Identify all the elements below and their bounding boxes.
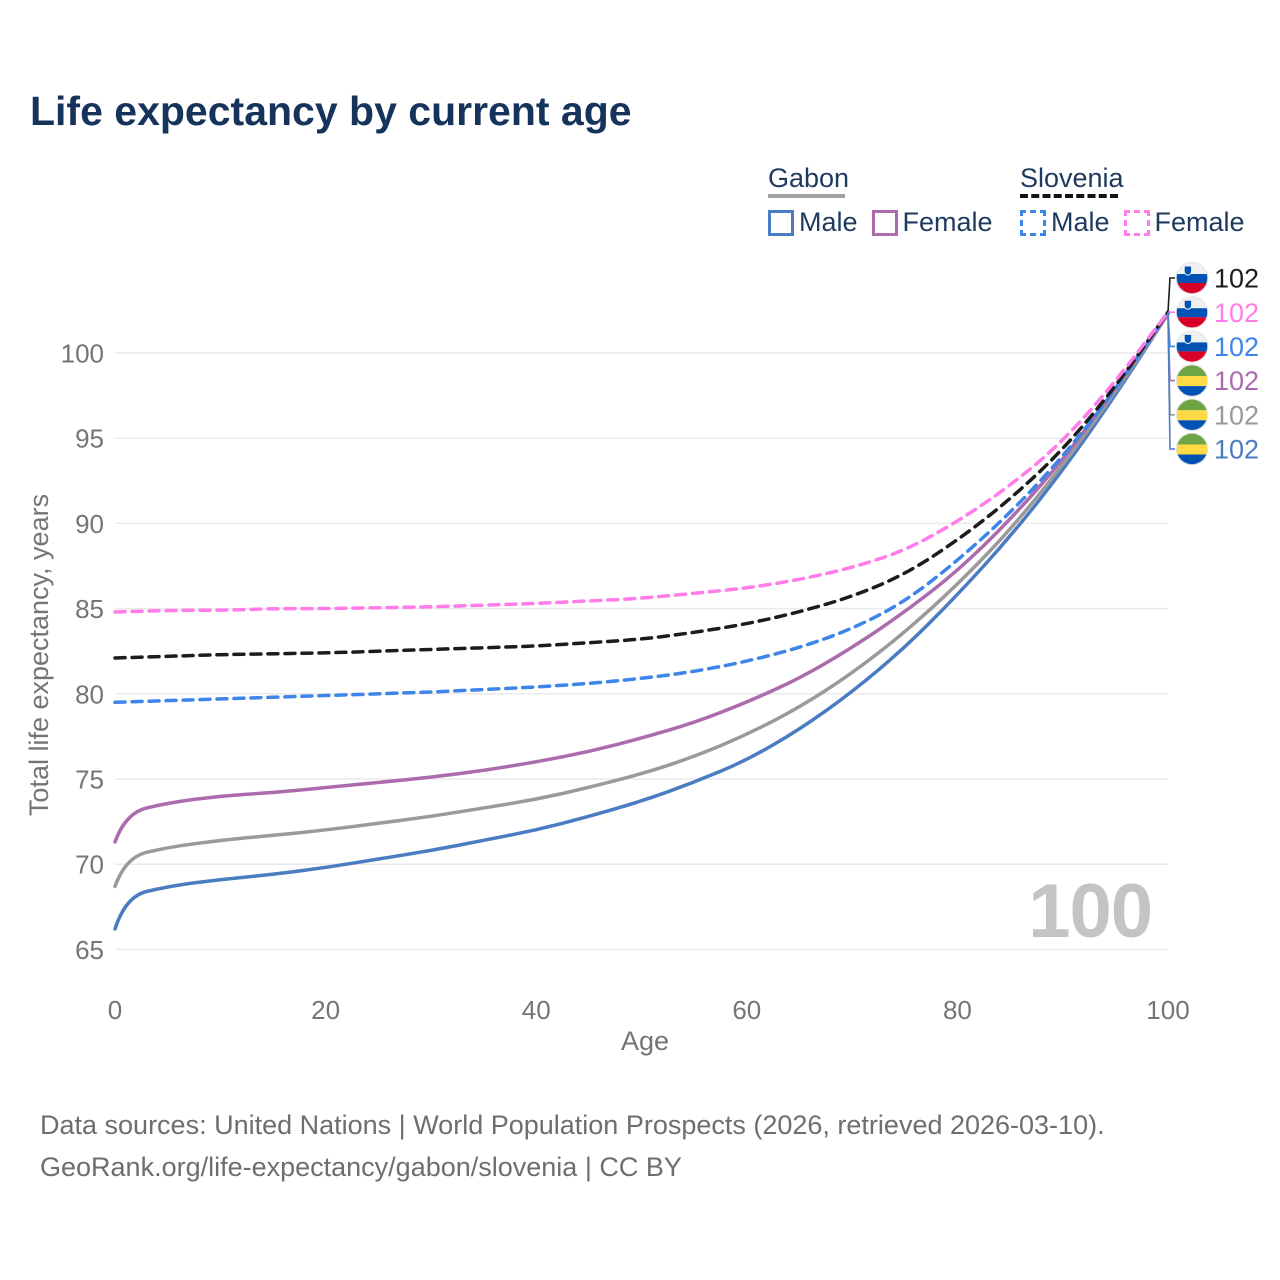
flag-gabon-icon [1175, 432, 1209, 466]
y-axis-title: Total life expectancy, years [24, 494, 54, 816]
legend-label-gabon-female: Female [902, 207, 993, 237]
footer-sources-line: Data sources: United Nations | World Pop… [40, 1110, 1105, 1140]
flag-slovenia-icon [1175, 296, 1209, 329]
x-tick-label: 20 [311, 995, 340, 1025]
legend-item-gabon-female[interactable]: Female [871, 207, 993, 238]
series-lines [113, 310, 1170, 931]
x-tick-label: 100 [1146, 995, 1189, 1025]
flag-gabon-icon [1175, 364, 1209, 397]
x-axis-title: Age [621, 1026, 669, 1056]
x-tick-label: 60 [732, 995, 761, 1025]
gabon-male-swatch-icon [768, 209, 794, 236]
legend-group-gabon: Gabon Male Female [768, 163, 993, 238]
y-tick-label: 100 [61, 339, 104, 369]
gridlines [115, 352, 1168, 951]
legend-label-gabon-male: Male [799, 207, 858, 237]
end-label-connectors [1167, 277, 1175, 450]
footer: Data sources: United Nations | World Pop… [40, 1104, 1105, 1188]
slovenia-female-swatch-icon [1123, 209, 1150, 236]
y-tick-label: 70 [75, 850, 104, 880]
end-value-label: 102 [1214, 264, 1259, 294]
legend-title-slovenia: Slovenia [1020, 163, 1124, 193]
y-tick-label: 90 [75, 509, 104, 539]
flag-slovenia-icon [1175, 330, 1209, 363]
series-line-gabon_female[interactable] [113, 312, 1170, 844]
series-line-slovenia_male[interactable] [113, 310, 1170, 705]
y-tick-label: 80 [75, 679, 104, 709]
legend-label-slovenia-male: Male [1051, 207, 1110, 237]
x-tick-label: 0 [108, 995, 122, 1025]
legend-group-slovenia: Slovenia Male Female [1020, 163, 1245, 238]
series-line-gabon_total[interactable] [113, 312, 1170, 889]
legend-item-slovenia-female[interactable]: Female [1123, 207, 1245, 238]
legend-label-slovenia-female: Female [1154, 207, 1245, 237]
legend-title-gabon: Gabon [768, 163, 850, 193]
y-tick-label: 85 [75, 594, 104, 624]
gabon-female-swatch-icon [871, 209, 898, 236]
x-tick-label: 40 [522, 995, 551, 1025]
end-value-label: 102 [1214, 298, 1259, 328]
axis-tick-labels: 65 70 75 80 85 90 95 100 0 20 40 60 80 100 [61, 339, 1190, 1026]
gabon-line-style-sample [768, 194, 845, 198]
slovenia-male-swatch-icon [1020, 209, 1046, 236]
series-line-gabon_male[interactable] [113, 312, 1170, 931]
connector-line [1167, 313, 1175, 450]
end-label-flags [1175, 261, 1209, 466]
hovered-age-watermark: 100 [1028, 869, 1153, 954]
x-tick-label: 80 [943, 995, 972, 1025]
end-value-label: 102 [1214, 400, 1259, 430]
footer-credit-line: GeoRank.org/life-expectancy/gabon/sloven… [40, 1152, 682, 1182]
end-value-label: 102 [1214, 366, 1259, 396]
series-line-slovenia_female[interactable] [113, 310, 1170, 614]
end-value-label: 102 [1214, 332, 1259, 362]
connector-line [1167, 277, 1175, 313]
series-line-slovenia_total[interactable] [113, 310, 1170, 660]
end-label-values: 102 102 102 102 102 102 [1214, 264, 1259, 465]
legend-item-slovenia-male[interactable]: Male [1020, 207, 1110, 238]
page-title: Life expectancy by current age [30, 88, 632, 134]
flag-gabon-icon [1175, 398, 1209, 431]
y-tick-label: 75 [75, 765, 104, 795]
y-tick-label: 65 [75, 935, 104, 965]
legend-item-gabon-male[interactable]: Male [768, 207, 858, 238]
flag-slovenia-icon [1175, 261, 1209, 295]
y-tick-label: 95 [75, 424, 104, 454]
end-value-label: 102 [1214, 435, 1259, 465]
slovenia-line-style-sample [1020, 194, 1118, 198]
